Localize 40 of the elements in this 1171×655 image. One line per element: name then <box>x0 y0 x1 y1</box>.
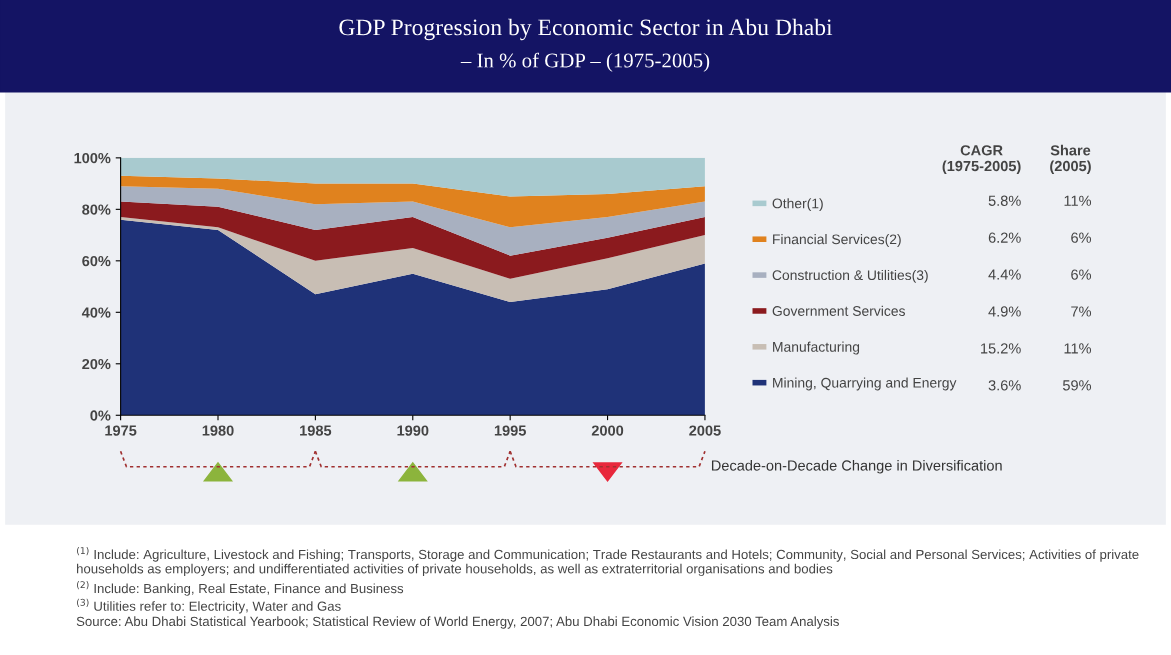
x-tick-label: 1995 <box>494 425 526 436</box>
chart-subtitle: – In % of GDP – (1975-2005) <box>460 52 710 72</box>
x-tick-label: 2000 <box>591 425 624 436</box>
y-tick-label: 60% <box>82 255 111 267</box>
legend-label: Manufacturing <box>773 341 860 355</box>
x-tick-label: 2005 <box>689 425 721 436</box>
text: 15.2% <box>981 343 1021 354</box>
text: Share (2005) <box>1050 144 1091 175</box>
y-tick-label: 40% <box>81 307 111 318</box>
text: 4.4% <box>988 269 1021 280</box>
text: $^{(2)}$ Include: Banking, Real Estate, Finance and Business <box>77 580 404 596</box>
text: $^{(3)}$ Utilities refer to: Electricity, Water and Gas <box>77 598 341 614</box>
legend-label: Financial Services(2) <box>773 234 901 247</box>
text: 7% <box>1071 306 1092 317</box>
text: Decade-on-Decade Change in Diversification <box>711 459 1002 474</box>
x-tick-label: 1985 <box>300 425 332 436</box>
source-note: Source: Abu Dhabi Statistical Yearbook; Statistical Review of World Energy, 2007; Abu Dhabi Economic Vision 2030 Team Analysis <box>76 616 839 629</box>
x-tick-label: 1980 <box>202 425 234 436</box>
text: 6% <box>1071 269 1092 280</box>
legend-label: Government Services <box>772 305 905 316</box>
text: 59% <box>1062 380 1092 391</box>
text: 11% <box>1064 343 1092 354</box>
text: 5.8% <box>988 195 1021 206</box>
y-tick-label: 20% <box>82 358 111 370</box>
text: 6.2% <box>988 232 1021 243</box>
legend-label: Mining, Quarrying and Energy <box>773 377 957 391</box>
legend-label: Construction & Utilities(3) <box>772 269 928 283</box>
legend-label: Other(1) <box>772 198 823 212</box>
text: $^{(1)}$ Include: Agriculture, Livestock and Fishing; Transports, Storage and Communication; Trade Restaurants and Hotels; Community, Social and Personal Services; Activities of private households as employers; and undifferentiated activities of private households, as well as extraterritorial organisations and bodies <box>77 546 1139 577</box>
text: 3.6% <box>988 380 1021 391</box>
y-tick-label: 0% <box>90 410 111 421</box>
x-tick-label: 1975 <box>105 425 137 436</box>
x-tick-label: 1990 <box>397 425 429 436</box>
text: 11% <box>1064 195 1092 206</box>
chart-title: GDP Progression by Economic Sector in Abu Dhabi <box>339 18 833 41</box>
text: 6% <box>1071 232 1092 243</box>
text: 4.9% <box>988 306 1021 317</box>
text: CAGR (1975-2005) <box>942 145 1021 175</box>
y-tick-label: 100% <box>74 152 111 164</box>
y-tick-label: 80% <box>82 204 111 215</box>
